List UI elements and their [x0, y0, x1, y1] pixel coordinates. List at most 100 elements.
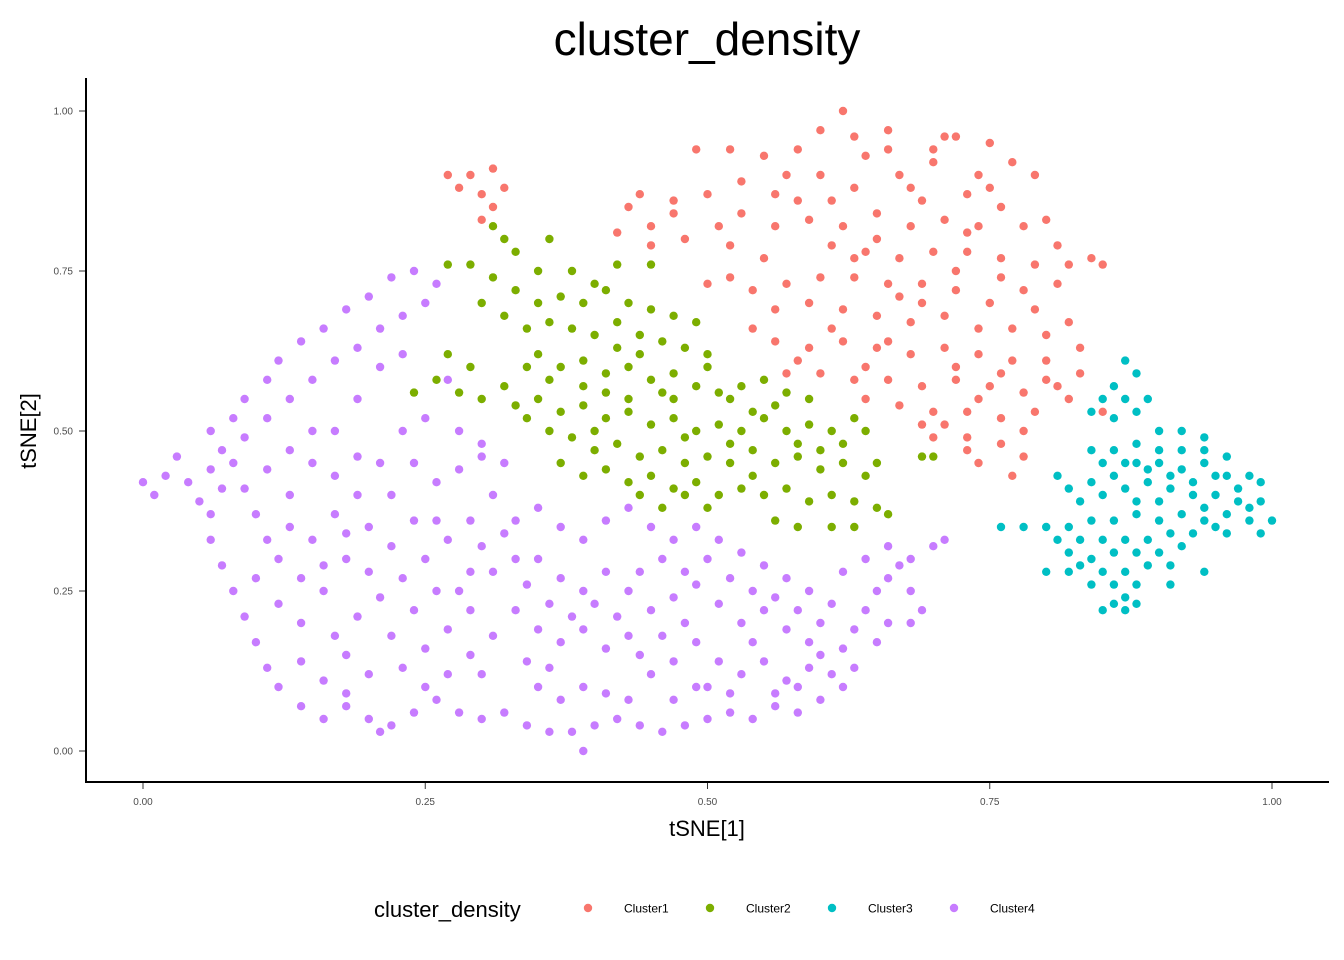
data-point: [906, 318, 915, 327]
legend-key-swatch: [583, 903, 593, 913]
data-point: [387, 631, 396, 640]
data-point: [1200, 503, 1209, 512]
data-point: [161, 471, 170, 480]
data-point: [500, 382, 509, 391]
data-point: [771, 222, 780, 231]
data-point: [1064, 260, 1074, 269]
data-point: [1064, 548, 1074, 557]
data-point: [488, 631, 498, 640]
data-point: [646, 606, 656, 615]
data-point: [432, 279, 441, 288]
data-point: [601, 388, 611, 397]
data-point: [883, 337, 893, 346]
data-point: [1256, 478, 1265, 487]
data-point: [229, 586, 238, 596]
data-point: [511, 606, 520, 615]
data-point: [1166, 580, 1175, 589]
data-point: [319, 586, 328, 596]
data-point: [443, 670, 452, 679]
data-point: [319, 676, 328, 685]
data-point: [635, 490, 644, 500]
data-point: [985, 298, 994, 308]
data-point: [1053, 535, 1062, 544]
data-point: [669, 311, 678, 320]
data-point: [409, 458, 419, 468]
data-point: [1087, 516, 1096, 525]
data-point: [850, 663, 859, 672]
data-point: [771, 516, 780, 525]
data-point: [996, 202, 1006, 212]
data-point: [477, 452, 486, 461]
data-point: [1177, 542, 1186, 551]
data-point: [1019, 452, 1028, 461]
data-point: [725, 145, 735, 154]
data-point: [217, 484, 227, 493]
data-point: [522, 580, 532, 589]
data-point: [861, 554, 870, 564]
data-point: [782, 574, 791, 583]
data-point: [1098, 394, 1107, 404]
data-point: [680, 433, 690, 442]
data-point: [703, 362, 712, 372]
data-point: [624, 394, 633, 404]
data-point: [996, 522, 1006, 532]
data-point: [759, 254, 769, 263]
data-point: [646, 471, 656, 480]
legend: cluster_density Cluster1 Cluster2 Cluster3…: [374, 897, 1035, 922]
data-point: [511, 286, 520, 295]
data-point: [816, 170, 825, 180]
data-point: [861, 394, 870, 404]
data-point: [421, 298, 430, 308]
data-point: [1098, 567, 1107, 576]
data-point: [590, 330, 599, 340]
data-point: [263, 663, 272, 672]
data-point: [1064, 522, 1074, 532]
data-point: [906, 350, 915, 359]
data-point: [319, 714, 328, 724]
data-point: [692, 145, 701, 154]
data-point: [883, 510, 893, 519]
data-point: [229, 458, 238, 468]
data-point: [658, 631, 667, 640]
data-point: [929, 433, 938, 442]
data-point: [511, 247, 520, 256]
data-point: [590, 721, 599, 730]
data-point: [1222, 452, 1232, 461]
data-point: [466, 516, 475, 525]
data-point: [635, 452, 644, 461]
data-point: [545, 234, 554, 244]
data-point: [1143, 561, 1153, 570]
data-point: [1233, 484, 1243, 493]
data-point: [488, 273, 498, 282]
data-point: [1245, 516, 1254, 525]
data-point: [488, 490, 498, 500]
data-point: [804, 343, 814, 352]
data-point: [556, 574, 565, 583]
data-point: [1064, 484, 1074, 493]
data-point: [861, 362, 870, 372]
data-point: [443, 350, 452, 359]
data-point: [342, 650, 351, 660]
data-point: [1064, 567, 1074, 576]
data-point: [680, 490, 690, 500]
data-point: [522, 721, 532, 730]
data-point: [838, 439, 848, 448]
legend-key-swatch: [949, 903, 959, 913]
data-point: [421, 554, 430, 564]
data-point: [838, 567, 848, 576]
data-point: [816, 695, 825, 704]
data-point: [1154, 426, 1164, 436]
data-point: [624, 362, 633, 372]
data-point: [1200, 516, 1209, 525]
data-point: [477, 439, 486, 448]
data-point: [500, 183, 509, 192]
data-point: [1087, 580, 1096, 589]
data-point: [150, 490, 159, 500]
data-point: [1154, 458, 1164, 468]
data-point: [1132, 599, 1141, 608]
data-point: [353, 394, 362, 404]
data-point: [409, 516, 419, 525]
data-point: [703, 503, 712, 512]
data-point: [669, 695, 678, 704]
data-point: [951, 286, 961, 295]
